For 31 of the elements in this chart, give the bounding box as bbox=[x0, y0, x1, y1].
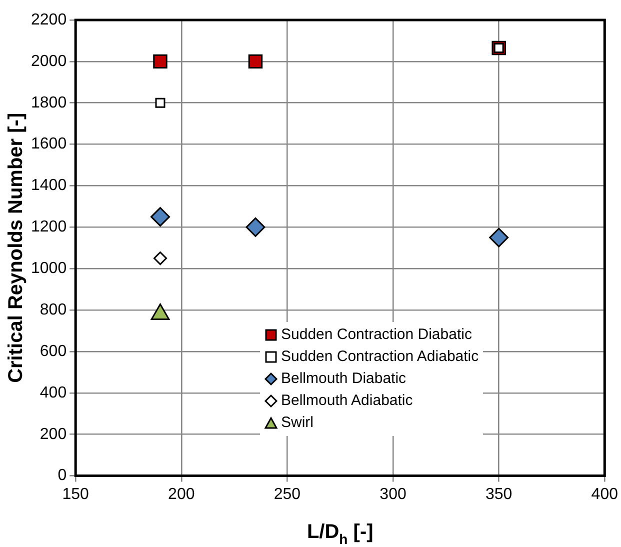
legend-label: Sudden Contraction Adiabatic bbox=[281, 347, 479, 367]
y-tick-label: 1800 bbox=[31, 94, 67, 112]
y-tick-label: 800 bbox=[40, 301, 67, 318]
y-tick-label: 1600 bbox=[31, 136, 67, 153]
legend-label: Bellmouth Adiabatic bbox=[281, 391, 413, 411]
point bbox=[153, 54, 168, 69]
x-tick-label: 350 bbox=[485, 486, 512, 503]
point bbox=[155, 98, 166, 108]
y-tick-label: 2200 bbox=[31, 11, 67, 28]
y-tick-label: 2000 bbox=[31, 52, 67, 70]
legend-label: Sudden Contraction Diabatic bbox=[281, 325, 472, 345]
y-tick-label: 600 bbox=[40, 342, 67, 360]
y-tick-label: 1000 bbox=[31, 260, 67, 278]
x-tick-label: 150 bbox=[62, 486, 90, 503]
x-tick-label: 400 bbox=[591, 486, 618, 503]
y-tick-label: 400 bbox=[40, 384, 67, 402]
y-tick-label: 200 bbox=[40, 426, 67, 443]
point bbox=[489, 228, 509, 248]
point bbox=[248, 54, 263, 69]
point bbox=[246, 217, 266, 237]
x-tick-label: 250 bbox=[274, 486, 301, 503]
legend-label: Bellmouth Diabatic bbox=[281, 369, 406, 389]
x-tick-label: 300 bbox=[380, 486, 406, 503]
point bbox=[150, 207, 170, 227]
legend-label: Swirl bbox=[281, 413, 314, 433]
y-axis-title: Critical Reynolds Number [-] bbox=[5, 112, 27, 383]
x-tick-label: 200 bbox=[168, 486, 195, 503]
y-tick-label: 0 bbox=[58, 467, 67, 484]
point bbox=[153, 252, 167, 266]
y-tick-label: 1200 bbox=[31, 218, 67, 236]
y-tick-label: 1400 bbox=[31, 177, 67, 194]
